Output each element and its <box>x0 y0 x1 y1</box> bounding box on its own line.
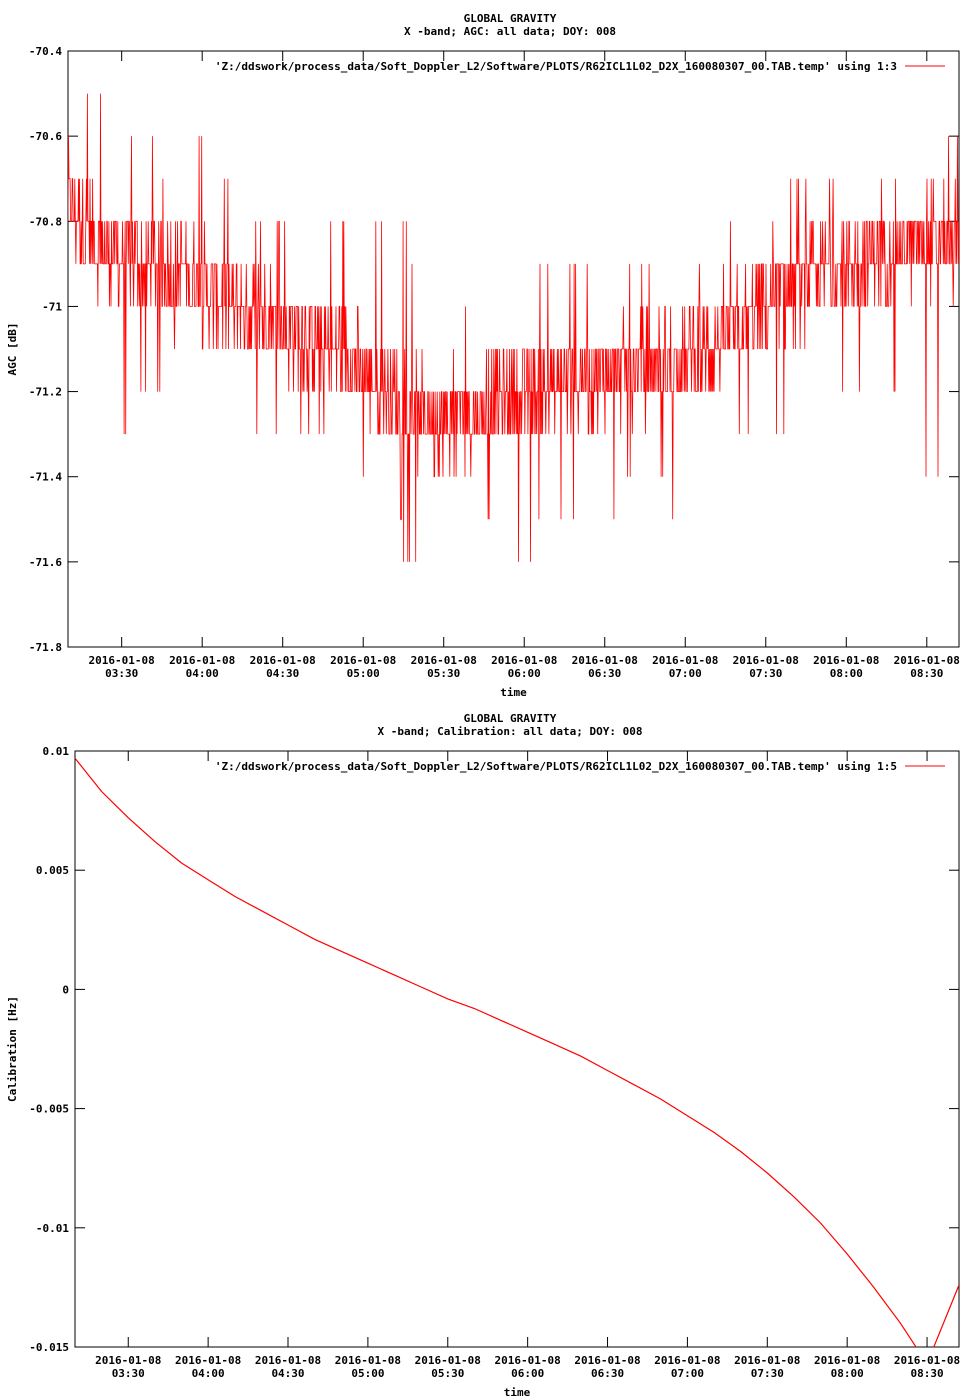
y-tick-label: -0.01 <box>36 1222 69 1235</box>
x-tick-time-label: 07:00 <box>671 1367 704 1380</box>
x-tick-time-label: 06:00 <box>511 1367 544 1380</box>
y-tick-label: -71.4 <box>29 471 62 484</box>
x-tick-time-label: 06:30 <box>591 1367 624 1380</box>
x-tick-time-label: 05:30 <box>431 1367 464 1380</box>
chart-subtitle: X -band; AGC: all data; DOY: 008 <box>404 25 616 38</box>
x-tick-date-label: 2016-01-08 <box>250 654 316 667</box>
x-tick-time-label: 07:00 <box>669 667 702 680</box>
y-tick-label: -71.8 <box>29 641 62 654</box>
x-tick-time-label: 07:30 <box>751 1367 784 1380</box>
x-tick-time-label: 05:00 <box>351 1367 384 1380</box>
x-tick-date-label: 2016-01-08 <box>654 1354 720 1367</box>
x-tick-date-label: 2016-01-08 <box>814 1354 880 1367</box>
y-tick-label: -71.2 <box>29 386 62 399</box>
x-tick-date-label: 2016-01-08 <box>415 1354 481 1367</box>
x-tick-time-label: 08:00 <box>830 667 863 680</box>
x-tick-date-label: 2016-01-08 <box>894 1354 960 1367</box>
x-tick-date-label: 2016-01-08 <box>813 654 879 667</box>
x-tick-date-label: 2016-01-08 <box>175 1354 241 1367</box>
x-tick-time-label: 08:30 <box>910 1367 943 1380</box>
x-tick-date-label: 2016-01-08 <box>495 1354 561 1367</box>
y-tick-label: -70.6 <box>29 130 62 143</box>
x-tick-date-label: 2016-01-08 <box>330 654 396 667</box>
x-tick-date-label: 2016-01-08 <box>734 1354 800 1367</box>
plot-frame <box>74 750 960 1348</box>
x-tick-date-label: 2016-01-08 <box>652 654 718 667</box>
x-tick-time-label: 03:30 <box>105 667 138 680</box>
x-tick-time-label: 05:00 <box>347 667 380 680</box>
x-tick-date-label: 2016-01-08 <box>491 654 557 667</box>
series-line <box>68 93 959 562</box>
x-tick-date-label: 2016-01-08 <box>255 1354 321 1367</box>
x-tick-time-label: 06:30 <box>588 667 621 680</box>
y-tick-label: -0.005 <box>29 1103 69 1116</box>
x-tick-time-label: 03:30 <box>112 1367 145 1380</box>
x-tick-date-label: 2016-01-08 <box>335 1354 401 1367</box>
y-tick-label: -0.015 <box>29 1341 69 1354</box>
chart-title: GLOBAL GRAVITY <box>464 12 557 25</box>
legend-label: 'Z:/ddswork/process_data/Soft_Doppler_L2… <box>215 60 897 73</box>
y-axis-label: Calibration [Hz] <box>6 996 19 1102</box>
x-axis-label: time <box>500 686 527 699</box>
x-tick-time-label: 04:30 <box>271 1367 304 1380</box>
chart-subtitle: X -band; Calibration: all data; DOY: 008 <box>378 725 643 738</box>
x-axis-label: time <box>504 1386 531 1399</box>
x-tick-time-label: 06:00 <box>508 667 541 680</box>
plot-frame <box>67 50 960 648</box>
x-tick-time-label: 05:30 <box>427 667 460 680</box>
x-tick-date-label: 2016-01-08 <box>89 654 155 667</box>
x-tick-date-label: 2016-01-08 <box>574 1354 640 1367</box>
legend-label: 'Z:/ddswork/process_data/Soft_Doppler_L2… <box>215 760 897 773</box>
y-tick-label: 0 <box>62 983 69 996</box>
y-tick-label: 0.01 <box>43 745 70 758</box>
x-tick-time-label: 08:30 <box>910 667 943 680</box>
x-tick-date-label: 2016-01-08 <box>411 654 477 667</box>
y-tick-label: -71 <box>42 300 62 313</box>
x-tick-time-label: 04:00 <box>192 1367 225 1380</box>
x-tick-time-label: 08:00 <box>831 1367 864 1380</box>
x-tick-date-label: 2016-01-08 <box>169 654 235 667</box>
x-tick-date-label: 2016-01-08 <box>572 654 638 667</box>
chart-title: GLOBAL GRAVITY <box>464 712 557 725</box>
series-line <box>75 757 959 1347</box>
x-tick-date-label: 2016-01-08 <box>894 654 960 667</box>
y-tick-label: -70.4 <box>29 45 62 58</box>
y-axis-label: AGC [dB] <box>6 323 19 376</box>
x-tick-time-label: 04:00 <box>186 667 219 680</box>
x-tick-time-label: 07:30 <box>749 667 782 680</box>
y-tick-label: -71.6 <box>29 556 62 569</box>
x-tick-date-label: 2016-01-08 <box>733 654 799 667</box>
x-tick-date-label: 2016-01-08 <box>95 1354 161 1367</box>
x-tick-time-label: 04:30 <box>266 667 299 680</box>
y-tick-label: 0.005 <box>36 864 69 877</box>
y-tick-label: -70.8 <box>29 215 62 228</box>
